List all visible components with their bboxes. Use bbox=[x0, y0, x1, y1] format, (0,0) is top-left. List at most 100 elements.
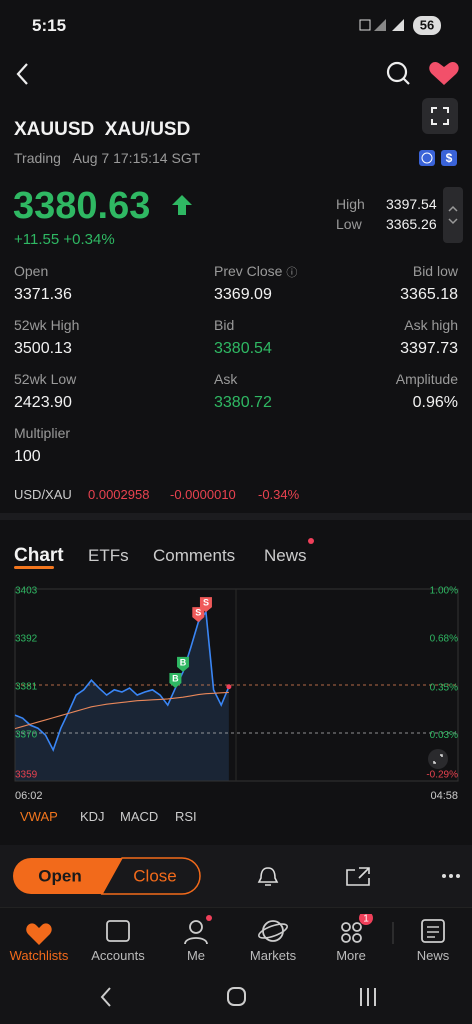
nav-icon[interactable] bbox=[189, 920, 203, 934]
search-handle bbox=[402, 77, 410, 85]
open-button[interactable] bbox=[13, 858, 122, 894]
nav-label[interactable]: Me bbox=[186, 948, 206, 963]
stat-label: 52wk Low bbox=[14, 371, 77, 387]
change-value: +11.55 bbox=[14, 231, 60, 248]
nav-icon[interactable] bbox=[26, 923, 52, 945]
low-label: Low bbox=[336, 216, 362, 232]
y2-tick-label: 1.00% bbox=[430, 586, 458, 597]
nav-icon[interactable] bbox=[106, 920, 130, 942]
y2-tick-label: -0.29% bbox=[426, 770, 458, 781]
trade-buttons: Open Close bbox=[13, 857, 201, 895]
stat-value: 3397.73 bbox=[400, 340, 458, 357]
stat-value: 2423.90 bbox=[14, 394, 72, 411]
y-tick-label: 3359 bbox=[15, 770, 38, 781]
symbol: XAUUSD XAU/USD bbox=[14, 120, 190, 139]
conversion-rate: 0.0002958 bbox=[88, 487, 150, 502]
stat-value: 3380.72 bbox=[214, 394, 272, 411]
status-icons: 56 bbox=[359, 16, 441, 35]
high-label: High bbox=[336, 196, 365, 212]
stat-value: 0.96% bbox=[412, 394, 458, 411]
trade-marker bbox=[169, 673, 182, 689]
tab-dot bbox=[308, 538, 314, 544]
system-back[interactable] bbox=[100, 987, 111, 1007]
separator bbox=[0, 513, 472, 520]
indicator[interactable]: KDJ bbox=[80, 809, 105, 824]
trade-marker-label: S bbox=[195, 608, 201, 618]
change-pct: +0.34% bbox=[63, 231, 115, 248]
search-button[interactable] bbox=[386, 61, 408, 83]
stat-label: Prev Close ⓘ bbox=[214, 264, 297, 279]
indicator-active[interactable]: VWAP bbox=[20, 809, 58, 824]
nav-label[interactable]: Markets bbox=[249, 948, 297, 963]
stat-label: Ask high bbox=[404, 317, 458, 333]
indicator[interactable]: RSI bbox=[175, 809, 197, 824]
indicator[interactable]: MACD bbox=[120, 809, 159, 824]
y2-tick-label: 0.03% bbox=[430, 730, 458, 741]
more-button[interactable] bbox=[442, 874, 460, 878]
stat-value: 3365.18 bbox=[400, 286, 458, 303]
back-button[interactable] bbox=[16, 63, 28, 85]
tab[interactable]: News bbox=[264, 546, 307, 565]
x-tick-label: 04:58 bbox=[430, 790, 458, 802]
signal-icon bbox=[392, 19, 404, 31]
status-time: 5:15 bbox=[32, 16, 67, 35]
nav-label[interactable]: Accounts bbox=[91, 948, 145, 963]
y-tick-label: 3370 bbox=[15, 730, 38, 741]
signal-icon bbox=[374, 19, 386, 31]
system-home[interactable] bbox=[227, 987, 246, 1006]
nav-label[interactable]: More bbox=[336, 948, 366, 963]
nav-icon[interactable] bbox=[341, 922, 362, 943]
nav-badge bbox=[359, 914, 373, 925]
y2-tick-label: 0.68% bbox=[430, 633, 458, 644]
trade-marker-label: B bbox=[172, 673, 179, 683]
zoom-button[interactable] bbox=[428, 749, 448, 769]
price-line bbox=[14, 610, 230, 753]
fullscreen-button[interactable] bbox=[421, 97, 459, 135]
svg-text:$: $ bbox=[446, 151, 453, 165]
trade-marker-label: B bbox=[180, 657, 187, 667]
x-tick-label: 06:02 bbox=[15, 790, 43, 802]
stat-label-text: Prev Close bbox=[214, 263, 283, 279]
share-button[interactable] bbox=[346, 867, 370, 886]
stat-value: 3369.09 bbox=[214, 286, 272, 303]
trade-marker bbox=[177, 656, 190, 672]
stat-label: Multiplier bbox=[14, 425, 71, 441]
tab-active[interactable]: Chart bbox=[14, 545, 64, 566]
y-tick-label: 3403 bbox=[15, 586, 38, 597]
low-value: 3365.26 bbox=[386, 216, 437, 232]
change: +11.55 +0.34% bbox=[14, 232, 115, 247]
info-icon[interactable]: ⓘ bbox=[286, 267, 298, 279]
close-button[interactable] bbox=[100, 857, 201, 895]
close-label: Close bbox=[133, 866, 176, 885]
tab[interactable]: Comments bbox=[153, 546, 236, 565]
y-tick-label: 3381 bbox=[15, 682, 38, 693]
nav-icon[interactable] bbox=[421, 919, 445, 943]
battery-level: 56 bbox=[420, 17, 434, 32]
timestamp: Aug 7 17:15:14 SGT bbox=[72, 150, 201, 166]
battery bbox=[413, 16, 441, 35]
trading-status: Trading Aug 7 17:15:14 SGT bbox=[14, 151, 200, 165]
system-recents[interactable] bbox=[360, 988, 376, 1006]
last-point bbox=[226, 684, 232, 690]
nav-dot bbox=[206, 915, 212, 921]
conversion-change-pct: -0.34% bbox=[258, 487, 300, 502]
stat-label: 52wk High bbox=[14, 317, 80, 333]
trade-marker bbox=[192, 607, 205, 623]
tab[interactable]: ETFs bbox=[88, 546, 129, 565]
trade-marker-label: S bbox=[203, 598, 209, 608]
stat-label: Amplitude bbox=[395, 371, 458, 387]
conversion-change: -0.0000010 bbox=[170, 487, 236, 502]
nav-label-active[interactable]: Watchlists bbox=[9, 948, 69, 963]
nav-badge-count: 1 bbox=[363, 914, 369, 925]
favorite-button[interactable] bbox=[429, 62, 459, 85]
stat-label: Open bbox=[14, 263, 49, 279]
last-price: 3380.63 bbox=[13, 185, 151, 227]
nav-label[interactable]: News bbox=[416, 948, 450, 963]
net-icon bbox=[359, 19, 371, 31]
stat-value: 3371.36 bbox=[14, 286, 72, 303]
expand-button[interactable] bbox=[443, 187, 463, 243]
stat-value: 3380.54 bbox=[214, 340, 272, 357]
alert-button[interactable] bbox=[257, 867, 279, 886]
badges: $ bbox=[419, 150, 457, 166]
